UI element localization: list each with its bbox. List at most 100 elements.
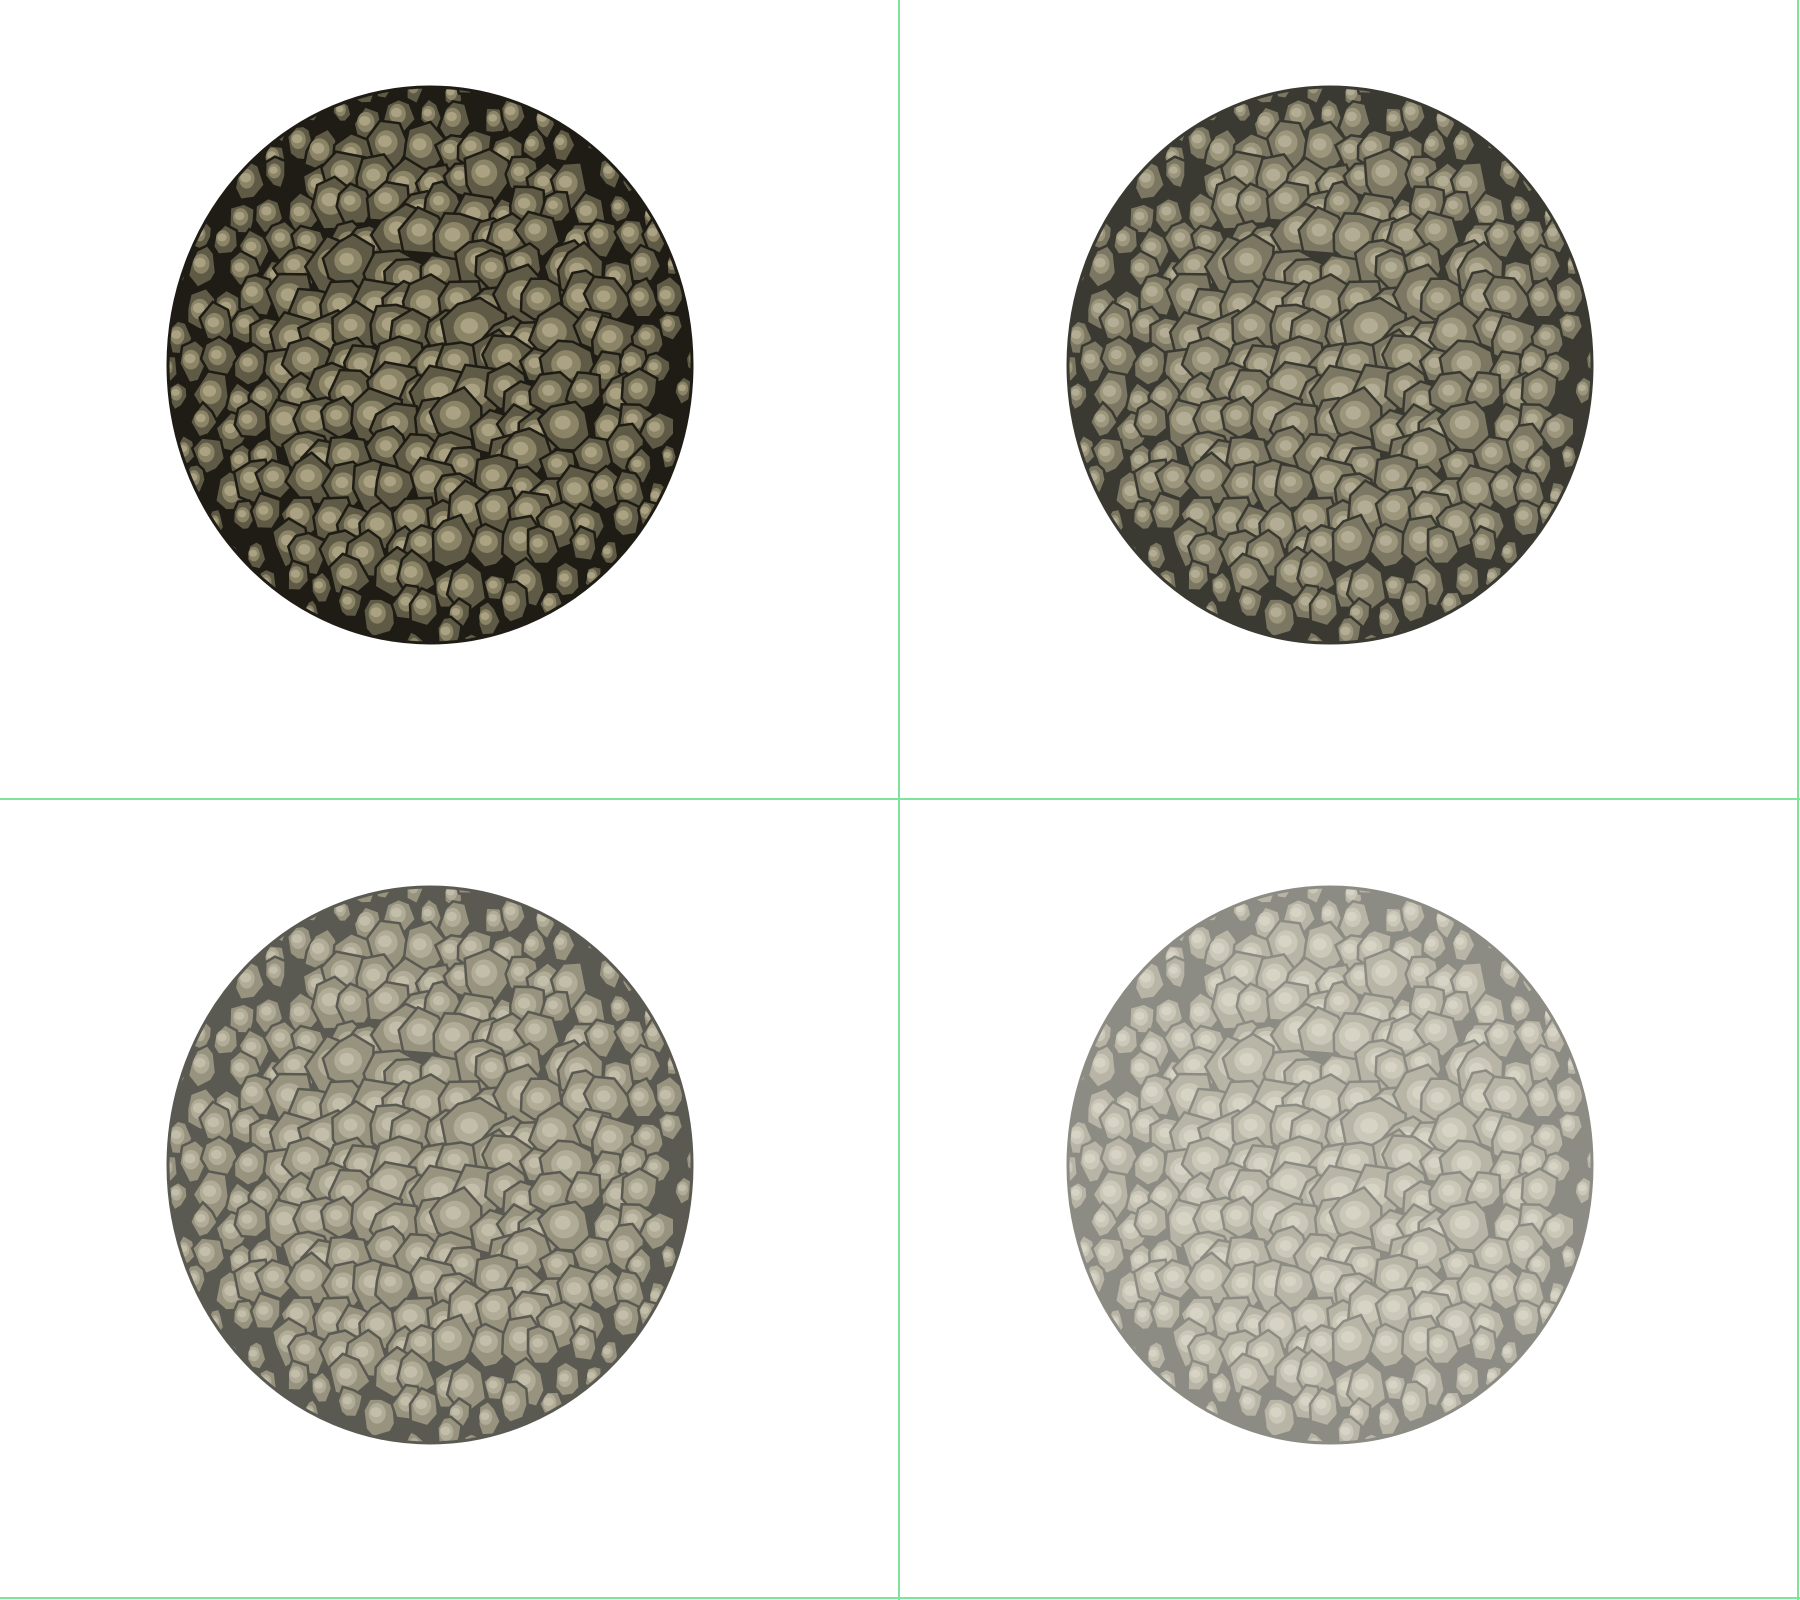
stone-highlight-bright bbox=[603, 166, 613, 174]
stone-highlight-bright bbox=[1198, 1344, 1211, 1355]
stone-highlight-bright bbox=[1304, 566, 1318, 578]
stone-highlight-bright bbox=[1364, 940, 1377, 952]
stone-highlight-bright bbox=[314, 1127, 330, 1141]
stone-highlight bbox=[1585, 284, 1592, 301]
viewport-bottom-right[interactable] bbox=[900, 800, 1800, 1598]
stone-highlight-bright bbox=[1134, 211, 1145, 221]
stone-highlight-bright bbox=[1243, 318, 1258, 331]
viewport-top-left[interactable] bbox=[0, 0, 898, 798]
stone-highlight-bright bbox=[1430, 292, 1444, 304]
stone-highlight-bright bbox=[555, 137, 565, 146]
stone-highlight-bright bbox=[505, 906, 516, 916]
stone-highlight-bright bbox=[685, 1087, 692, 1096]
stone-highlight-bright bbox=[233, 454, 244, 464]
stone-highlight-bright bbox=[171, 269, 178, 275]
stone-highlight bbox=[1070, 266, 1080, 279]
stone-highlight-bright bbox=[515, 481, 527, 492]
stone-highlight-bright bbox=[1384, 1061, 1397, 1073]
stone-highlight-bright bbox=[488, 914, 498, 922]
viewport-divider-horizontal[interactable] bbox=[0, 798, 1800, 800]
stone-highlight-bright bbox=[304, 103, 313, 111]
stone-highlight-bright bbox=[1166, 470, 1179, 482]
stone-highlight-bright bbox=[497, 349, 513, 363]
stone-highlight-bright bbox=[648, 362, 659, 371]
stone-highlight-bright bbox=[1193, 206, 1205, 217]
stone-highlight bbox=[1394, 887, 1404, 891]
stone-highlight-bright bbox=[347, 1318, 360, 1329]
stone-group bbox=[168, 87, 692, 643]
stone-highlight-bright bbox=[622, 1026, 635, 1038]
stone-highlight-bright bbox=[1447, 1315, 1463, 1328]
stone-highlight bbox=[168, 359, 173, 375]
stone-highlight-bright bbox=[1459, 1373, 1469, 1382]
stone-highlight-bright bbox=[383, 564, 397, 576]
stone-highlight-bright bbox=[1159, 1127, 1171, 1138]
stone-highlight-bright bbox=[1525, 167, 1535, 177]
stone-highlight-bright bbox=[332, 1097, 347, 1111]
stone-highlight-bright bbox=[1315, 1399, 1327, 1410]
stone-highlight-bright bbox=[1385, 1269, 1400, 1282]
stone-highlight-bright bbox=[457, 1300, 473, 1315]
stone-highlight-bright bbox=[1314, 535, 1327, 547]
stone-highlight-bright bbox=[1485, 320, 1498, 332]
stone-highlight-bright bbox=[386, 1215, 401, 1228]
viewport-bottom-left[interactable] bbox=[0, 800, 898, 1598]
stone-highlight-bright bbox=[488, 1380, 498, 1389]
stone-highlight-bright bbox=[663, 1251, 671, 1259]
stone-highlight-bright bbox=[217, 233, 227, 242]
stone-highlight-bright bbox=[428, 264, 443, 277]
stone-highlight-bright bbox=[241, 1214, 253, 1224]
stone-highlight-bright bbox=[287, 1058, 301, 1071]
stone-highlight-bright bbox=[233, 1254, 244, 1264]
stone-highlight-bright bbox=[194, 1057, 206, 1068]
viewport-divider-vertical[interactable] bbox=[898, 0, 900, 1600]
stone-highlight-bright bbox=[588, 136, 596, 142]
stone-highlight-bright bbox=[300, 1269, 315, 1283]
stone-highlight-bright bbox=[234, 1011, 245, 1021]
stone bbox=[684, 344, 692, 375]
stone-highlight-bright bbox=[526, 938, 536, 947]
stone-highlight-bright bbox=[513, 966, 525, 976]
stone-highlight-bright bbox=[184, 1153, 196, 1164]
stone-highlight-bright bbox=[1110, 349, 1122, 360]
stone-highlight-bright bbox=[451, 1408, 461, 1416]
stone-highlight-bright bbox=[358, 87, 367, 92]
stone-highlight-bright bbox=[283, 329, 299, 343]
stone-highlight-bright bbox=[300, 469, 315, 483]
stone-highlight-bright bbox=[1380, 1412, 1390, 1421]
stone-highlight-bright bbox=[576, 537, 586, 546]
stone-highlight-bright bbox=[1540, 331, 1551, 340]
stone-highlight-bright bbox=[1247, 518, 1260, 529]
stone-highlight-bright bbox=[192, 302, 205, 314]
stone-highlight-bright bbox=[475, 964, 491, 978]
stone-highlight-bright bbox=[391, 107, 402, 118]
stone-highlight-bright bbox=[497, 1149, 513, 1163]
stone-highlight-bright bbox=[1234, 165, 1249, 178]
stone-highlight-bright bbox=[1412, 1331, 1427, 1344]
stone-highlight-bright bbox=[1360, 318, 1378, 334]
stone-highlight-bright bbox=[1548, 421, 1561, 432]
stone-highlight-bright bbox=[512, 1331, 527, 1344]
viewport-top-right[interactable] bbox=[900, 0, 1800, 798]
stone-highlight-bright bbox=[1243, 195, 1256, 206]
stone-highlight-bright bbox=[1517, 1310, 1529, 1320]
stone-highlight-bright bbox=[1418, 997, 1431, 1009]
stone-highlight-bright bbox=[300, 1034, 311, 1045]
stone-highlight-bright bbox=[484, 261, 497, 273]
stone-highlight-bright bbox=[321, 992, 337, 1007]
stone-highlight-bright bbox=[1359, 75, 1368, 83]
stone-highlight-bright bbox=[419, 470, 435, 485]
stone-highlight-bright bbox=[1235, 1276, 1249, 1289]
stone-highlight-bright bbox=[635, 256, 647, 267]
stone-highlight-bright bbox=[322, 1311, 336, 1324]
stone-highlight-bright bbox=[1172, 120, 1181, 129]
stone-highlight-bright bbox=[1533, 291, 1545, 301]
stone-highlight-bright bbox=[1145, 1041, 1157, 1051]
stone-highlight-bright bbox=[1253, 1157, 1268, 1170]
stone-highlight-bright bbox=[1525, 967, 1535, 977]
stone-highlight-bright bbox=[355, 1346, 369, 1358]
stone-highlight-bright bbox=[1375, 964, 1391, 978]
stone-highlight-bright bbox=[1196, 351, 1212, 365]
stone-highlight-bright bbox=[1235, 476, 1249, 489]
stone-highlight-bright bbox=[480, 1412, 490, 1421]
